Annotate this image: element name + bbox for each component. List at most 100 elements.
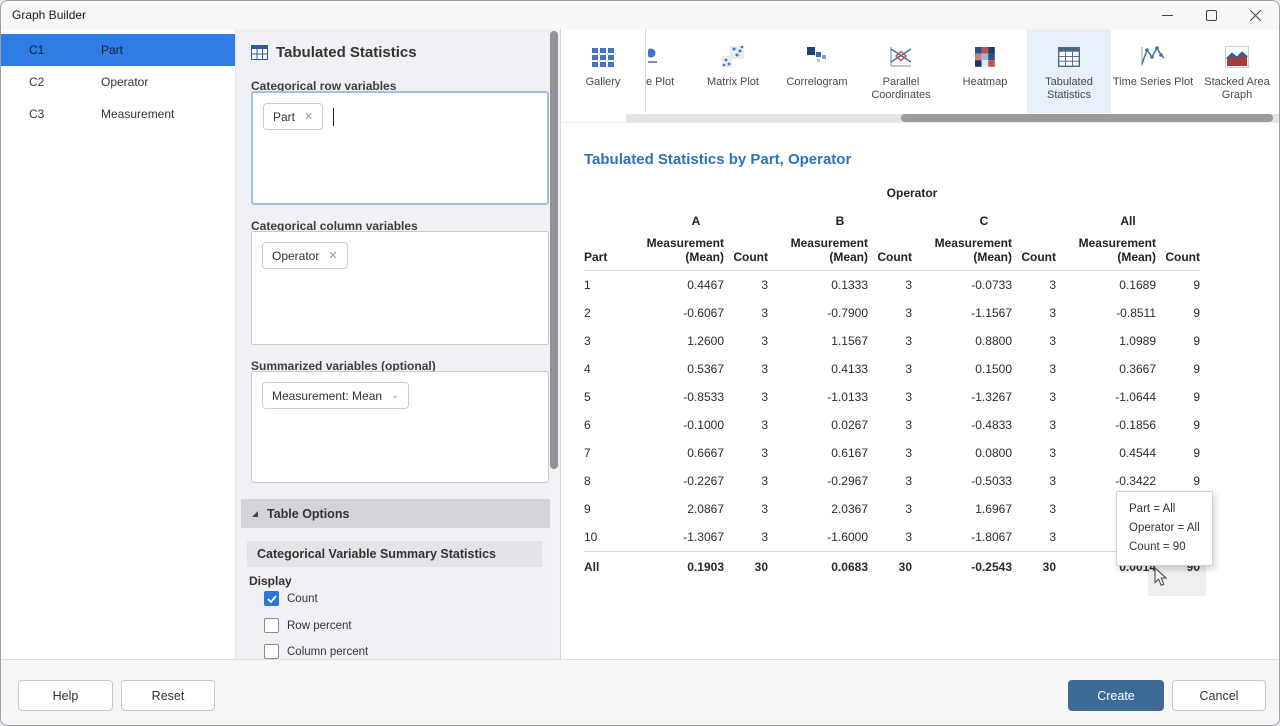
count-cell: 3 xyxy=(868,390,912,404)
mean-cell: -0.4833 xyxy=(912,418,1012,432)
mean-cell: -0.6067 xyxy=(624,306,724,320)
count-cell: 3 xyxy=(724,306,768,320)
count-cell: 3 xyxy=(1012,278,1056,292)
count-cell: 3 xyxy=(868,418,912,432)
count-cell: 3 xyxy=(724,390,768,404)
count-cell: 3 xyxy=(724,502,768,516)
panel-scrollbar-thumb[interactable] xyxy=(550,31,558,469)
matrix-plot-icon xyxy=(721,42,745,72)
mean-cell: 0.0683 xyxy=(768,560,868,574)
table-row: 40.536730.413330.150030.36679 xyxy=(584,355,1200,383)
operator-level: C xyxy=(912,214,1056,228)
mean-cell: 0.1903 xyxy=(624,560,724,574)
sidebar-item-measurement[interactable]: C3 Measurement xyxy=(1,98,235,130)
gallery-item-matrix-plot[interactable]: Matrix Plot xyxy=(691,29,775,113)
checkbox-count[interactable]: Count xyxy=(264,591,318,606)
checkbox-column-percent[interactable]: Column percent xyxy=(264,644,368,659)
gallery-item-label: Time Series Plot xyxy=(1113,76,1193,89)
row-variables-box[interactable]: Part ✕ xyxy=(251,91,549,205)
count-cell: 9 xyxy=(1156,446,1200,460)
mean-cell: 0.1333 xyxy=(768,278,868,292)
checkbox-icon xyxy=(264,618,279,633)
panel-title: Tabulated Statistics xyxy=(276,44,417,61)
mean-cell: -0.2267 xyxy=(624,474,724,488)
gallery-item-time-series-plot[interactable]: Time Series Plot xyxy=(1111,29,1195,113)
mean-cell: 0.0267 xyxy=(768,418,868,432)
gallery-item-label: Gallery xyxy=(586,76,621,89)
time-series-plot-icon xyxy=(1140,42,1166,72)
gallery-item-gallery[interactable]: Gallery xyxy=(561,29,646,113)
gallery-scrollbar-thumb[interactable] xyxy=(901,114,1273,122)
table-body: 10.446730.13333-0.073330.168992-0.60673-… xyxy=(584,271,1200,581)
tooltip-line: Operator = All xyxy=(1129,519,1200,538)
variable-chip-operator[interactable]: Operator ✕ xyxy=(262,242,348,269)
column-name: Operator xyxy=(101,75,148,89)
part-cell: 2 xyxy=(584,306,624,320)
gallery-item-correlogram[interactable]: Correlogram xyxy=(775,29,859,113)
part-cell: 1 xyxy=(584,278,624,292)
table-row: 8-0.22673-0.29673-0.50333-0.34229 xyxy=(584,467,1200,495)
table-row: 5-0.85333-1.01333-1.32673-1.06449 xyxy=(584,383,1200,411)
window-title: Graph Builder xyxy=(12,1,86,29)
mean-cell: -0.7900 xyxy=(768,306,868,320)
count-cell: 3 xyxy=(724,362,768,376)
mean-cell: -0.3422 xyxy=(1056,474,1156,488)
part-cell: 9 xyxy=(584,502,624,516)
mean-cell: -1.3067 xyxy=(624,530,724,544)
window-controls xyxy=(1145,1,1277,29)
gallery-item-stacked-area-graph[interactable]: Stacked Area Graph xyxy=(1195,29,1279,113)
report-title: Tabulated Statistics by Part, Operator xyxy=(584,151,1200,168)
count-cell: 3 xyxy=(1012,306,1056,320)
gallery-scrollbar[interactable] xyxy=(626,114,1280,122)
part-cell: 6 xyxy=(584,418,624,432)
mean-cell: -0.0733 xyxy=(912,278,1012,292)
statistics-table: Operator A B C All Part Measurement(Mean… xyxy=(584,180,1200,581)
settings-panel: Tabulated Statistics Categorical row var… xyxy=(236,29,561,659)
part-header: Part xyxy=(584,250,624,264)
heatmap-icon xyxy=(974,42,996,72)
maximize-button[interactable] xyxy=(1189,1,1233,29)
gallery-item-parallel-coordinates[interactable]: Parallel Coordinates xyxy=(859,29,943,113)
mean-cell: -0.2543 xyxy=(912,560,1012,574)
column-variables-box[interactable]: Operator ✕ xyxy=(251,231,549,345)
remove-chip-icon[interactable]: ✕ xyxy=(328,249,337,262)
chevron-down-icon[interactable]: ⌄ xyxy=(391,390,399,401)
close-button[interactable] xyxy=(1233,1,1277,29)
mean-cell: 0.4544 xyxy=(1056,446,1156,460)
sidebar-item-part[interactable]: C1 Part xyxy=(1,34,235,66)
help-button[interactable]: Help xyxy=(18,680,113,711)
checkbox-row-percent[interactable]: Row percent xyxy=(264,618,352,633)
main-area: Gallery e Plot Matrix Plot Correlogram xyxy=(561,29,1280,659)
cancel-button[interactable]: Cancel xyxy=(1172,680,1266,711)
table-options-header[interactable]: Table Options xyxy=(241,499,553,528)
count-cell: 3 xyxy=(724,530,768,544)
minimize-button[interactable] xyxy=(1145,1,1189,29)
gallery-item-label: Tabulated Statistics xyxy=(1027,76,1111,102)
variable-chip-measurement-mean[interactable]: Measurement: Mean ⌄ xyxy=(262,382,409,409)
mean-cell: -1.0644 xyxy=(1056,390,1156,404)
variable-chip-part[interactable]: Part ✕ xyxy=(263,103,323,130)
gallery-item-heatmap[interactable]: Heatmap xyxy=(943,29,1027,113)
remove-chip-icon[interactable]: ✕ xyxy=(304,110,313,123)
panel-scrollbar[interactable] xyxy=(550,31,558,657)
part-cell: 8 xyxy=(584,474,624,488)
count-header: Count xyxy=(868,250,912,264)
mean-cell: 0.1689 xyxy=(1056,278,1156,292)
tabulated-statistics-icon xyxy=(1058,42,1080,72)
gallery-item-bubble-plot[interactable]: e Plot xyxy=(646,29,691,113)
gallery-item-tabulated-statistics[interactable]: Tabulated Statistics xyxy=(1027,29,1111,113)
summarized-variables-box[interactable]: Measurement: Mean ⌄ xyxy=(251,371,549,483)
mean-cell: -0.5033 xyxy=(912,474,1012,488)
reset-button[interactable]: Reset xyxy=(121,680,215,711)
count-cell: 3 xyxy=(724,418,768,432)
count-header: Count xyxy=(1156,250,1200,264)
sidebar-item-operator[interactable]: C2 Operator xyxy=(1,66,235,98)
count-cell: 3 xyxy=(868,306,912,320)
checkbox-icon xyxy=(264,591,279,606)
count-cell: 30 xyxy=(868,560,912,574)
table-row: 6-0.100030.02673-0.48333-0.18569 xyxy=(584,411,1200,439)
mean-cell: -0.2967 xyxy=(768,474,868,488)
mean-cell: 1.1567 xyxy=(768,334,868,348)
part-cell: All xyxy=(584,560,624,574)
create-button[interactable]: Create xyxy=(1068,680,1164,711)
